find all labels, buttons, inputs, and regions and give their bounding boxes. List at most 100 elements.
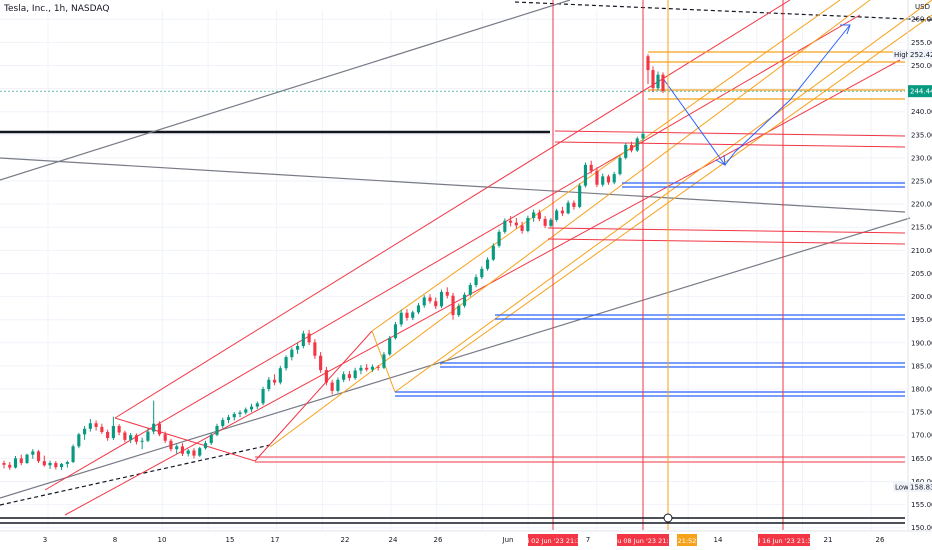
candle-body [94,423,98,427]
candle-body [198,448,202,456]
grey-trendline-falling [0,157,906,213]
x-tick-label: 10 [158,536,167,544]
y-tick-label: 210.00 [911,247,932,255]
candle-body [65,462,69,464]
candle-body [641,133,645,139]
grey-trendline-upper [0,0,571,181]
candle-body [434,301,438,307]
dashed-trendline-lower [0,444,271,506]
candle-body [399,312,403,325]
candle-body [192,450,196,456]
candle-body [71,446,75,463]
candle-body [485,259,490,269]
candle-body [451,295,455,316]
x-tick-label: 14 [714,536,723,544]
candle-body [296,346,300,350]
red-level-232 [554,141,906,148]
candle-body [140,440,144,442]
candle-body [221,419,225,426]
high-label-text: High [894,51,910,59]
candle-body [169,440,173,450]
candle-body [497,231,501,246]
projection-arrow-head-down [715,154,726,166]
candle-body [572,202,576,207]
candle-body [8,464,12,468]
candle-body [656,74,660,89]
candle-body [532,212,536,218]
x-tick-label: 26 [876,536,885,544]
candle-body [324,370,328,383]
candle-body [651,70,655,89]
candle-body [157,423,162,435]
candle-body [376,366,380,368]
candle-body [232,413,236,418]
candle-body [77,434,81,447]
candle-body [152,423,156,432]
low-label-text: Low [895,483,909,491]
grey-trendline-rising [0,217,911,499]
candle-body [272,379,277,383]
candle-body [186,450,190,454]
candle-body [31,451,35,455]
time-marker-label: 21:52 [678,537,697,545]
candle-body [618,157,622,175]
candle-body [566,202,570,214]
candle-body [578,185,582,207]
candle-body [382,354,386,368]
high-label-bg [893,49,907,60]
red-pitchfork-handle-a [114,417,256,462]
low-value-bg [908,481,932,492]
candle-body [342,374,346,380]
candle-body [560,210,564,214]
candle-body [244,409,248,413]
red-pitchfork-handle-b [254,330,373,462]
y-tick-label: 225.00 [911,178,932,186]
y-tick-label: 250.00 [911,62,932,70]
replay-icon[interactable] [663,513,673,523]
candle-body [661,74,665,92]
candle-body [514,222,518,226]
candle-body [457,305,461,316]
candle-body [543,218,547,226]
drawings [0,0,932,530]
candle-body [411,312,415,318]
candle-body [537,212,541,219]
candle-body [36,451,41,462]
y-tick-label: 220.00 [911,201,932,209]
candle-body [624,144,628,158]
time-marker-bg [758,534,810,546]
last-price-value: 244.44 [910,88,932,96]
candle-body [209,434,213,444]
candle-body [422,297,426,306]
red-channel-upper [114,0,791,419]
candle-body [42,461,46,466]
y-tick-label: 175.00 [911,409,932,417]
candle-body [595,170,599,185]
x-tick-label: 24 [389,536,398,544]
candle-body [226,417,231,420]
candle-body [319,355,323,371]
dashed-trendline-top [514,1,932,21]
y-tick-label: 170.00 [911,432,932,440]
candle-body [480,268,484,278]
candle-body [388,338,392,355]
high-value-bg [908,49,932,60]
candle-body [416,305,421,313]
candle-body [255,403,259,407]
y-tick-label: 150.00 [911,524,932,532]
low-label-bg [893,481,907,492]
candle-body [54,462,58,468]
orange-channel-4 [439,14,932,366]
candle-body [428,297,432,302]
x-tick-label: 15 [226,536,235,544]
orange-channel-3 [394,0,932,393]
candle-body [123,432,127,440]
chart-title: Tesla, Inc., 1h, NASDAQ [4,4,110,14]
candle-body [2,462,6,465]
y-tick-label: 185.00 [911,362,932,370]
candle-body [180,446,185,454]
candle-body [353,370,357,378]
y-tick-label: 260.00 [911,16,932,24]
candle-body [175,446,179,450]
